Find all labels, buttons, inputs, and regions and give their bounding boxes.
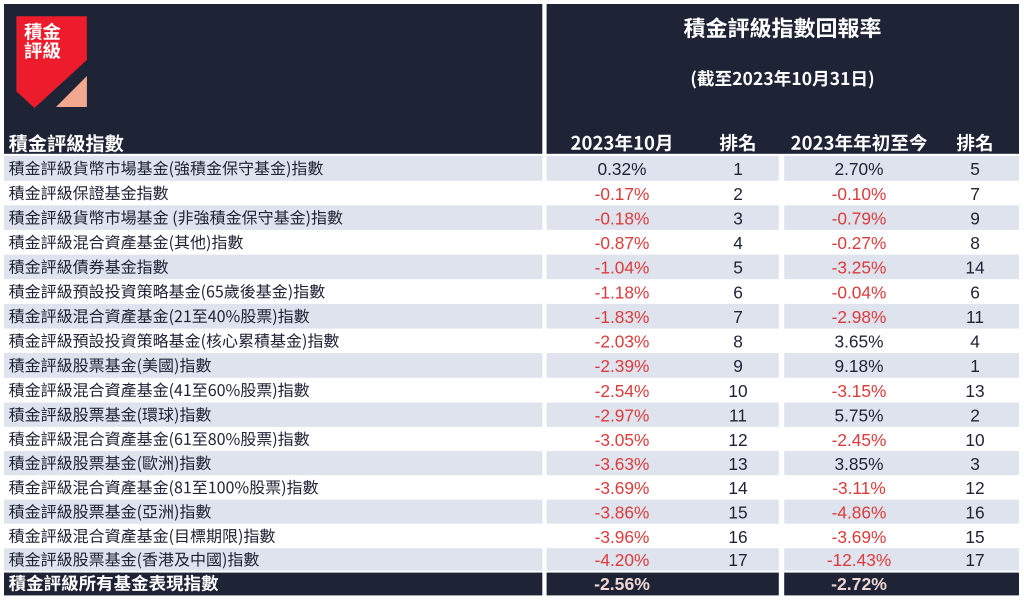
svg-text:15: 15 — [728, 503, 747, 523]
svg-text:-1.18%: -1.18% — [595, 282, 650, 302]
svg-text:-0.04%: -0.04% — [832, 282, 887, 302]
svg-text:-2.56%: -2.56% — [594, 574, 650, 594]
svg-text:0.32%: 0.32% — [597, 159, 646, 179]
svg-text:6: 6 — [733, 282, 743, 302]
svg-text:9.18%: 9.18% — [834, 356, 883, 376]
svg-text:-3.05%: -3.05% — [595, 430, 650, 450]
svg-text:12: 12 — [728, 430, 747, 450]
svg-text:3.65%: 3.65% — [834, 332, 883, 352]
svg-text:16: 16 — [965, 503, 984, 523]
svg-text:-3.25%: -3.25% — [832, 258, 887, 278]
svg-text:10: 10 — [965, 430, 984, 450]
svg-text:13: 13 — [965, 381, 984, 401]
svg-text:17: 17 — [965, 550, 984, 570]
svg-text:-4.86%: -4.86% — [832, 503, 887, 523]
svg-text:-0.87%: -0.87% — [595, 233, 650, 253]
svg-text:-3.69%: -3.69% — [832, 527, 887, 547]
svg-text:10: 10 — [728, 381, 747, 401]
svg-text:15: 15 — [965, 527, 984, 547]
svg-text:-2.03%: -2.03% — [595, 332, 650, 352]
svg-text:-3.86%: -3.86% — [595, 503, 650, 523]
svg-text:-1.83%: -1.83% — [595, 307, 650, 327]
svg-text:14: 14 — [728, 478, 748, 498]
svg-text:8: 8 — [970, 233, 980, 253]
svg-text:-1.04%: -1.04% — [595, 258, 650, 278]
svg-text:16: 16 — [728, 527, 747, 547]
svg-text:-2.72%: -2.72% — [831, 574, 887, 594]
svg-text:-12.43%: -12.43% — [827, 550, 891, 570]
svg-text:-2.39%: -2.39% — [595, 356, 650, 376]
svg-text:14: 14 — [965, 258, 985, 278]
svg-text:-0.10%: -0.10% — [832, 184, 887, 204]
svg-text:-0.17%: -0.17% — [595, 184, 650, 204]
svg-text:-3.96%: -3.96% — [595, 527, 650, 547]
svg-text:-4.20%: -4.20% — [595, 550, 650, 570]
svg-text:-3.63%: -3.63% — [595, 454, 650, 474]
svg-text:12: 12 — [965, 478, 984, 498]
svg-text:11: 11 — [966, 307, 984, 327]
svg-text:2.70%: 2.70% — [834, 159, 883, 179]
svg-text:5: 5 — [970, 159, 980, 179]
svg-text:6: 6 — [970, 282, 980, 302]
svg-text:1: 1 — [733, 159, 743, 179]
svg-text:-2.98%: -2.98% — [832, 307, 887, 327]
svg-text:-3.11%: -3.11% — [832, 478, 885, 498]
svg-text:11: 11 — [729, 406, 747, 426]
svg-text:17: 17 — [728, 550, 747, 570]
svg-text:4: 4 — [733, 233, 743, 253]
svg-text:9: 9 — [733, 356, 743, 376]
svg-text:7: 7 — [733, 307, 743, 327]
svg-text:2: 2 — [970, 406, 980, 426]
svg-text:-0.27%: -0.27% — [832, 233, 887, 253]
svg-text:-2.54%: -2.54% — [595, 381, 650, 401]
svg-text:9: 9 — [970, 208, 980, 228]
svg-text:3: 3 — [970, 454, 980, 474]
svg-text:-0.18%: -0.18% — [595, 208, 650, 228]
svg-text:4: 4 — [970, 332, 980, 352]
svg-text:-2.45%: -2.45% — [832, 430, 887, 450]
svg-text:3.85%: 3.85% — [834, 454, 883, 474]
svg-text:-3.69%: -3.69% — [595, 478, 650, 498]
svg-text:13: 13 — [728, 454, 747, 474]
svg-text:-0.79%: -0.79% — [832, 208, 887, 228]
svg-text:2: 2 — [733, 184, 743, 204]
svg-text:8: 8 — [733, 332, 743, 352]
svg-text:7: 7 — [970, 184, 980, 204]
svg-text:5: 5 — [733, 258, 743, 278]
svg-text:-2.97%: -2.97% — [595, 406, 650, 426]
svg-text:1: 1 — [970, 356, 980, 376]
svg-text:-3.15%: -3.15% — [832, 381, 887, 401]
svg-text:3: 3 — [733, 208, 743, 228]
svg-text:5.75%: 5.75% — [834, 406, 883, 426]
